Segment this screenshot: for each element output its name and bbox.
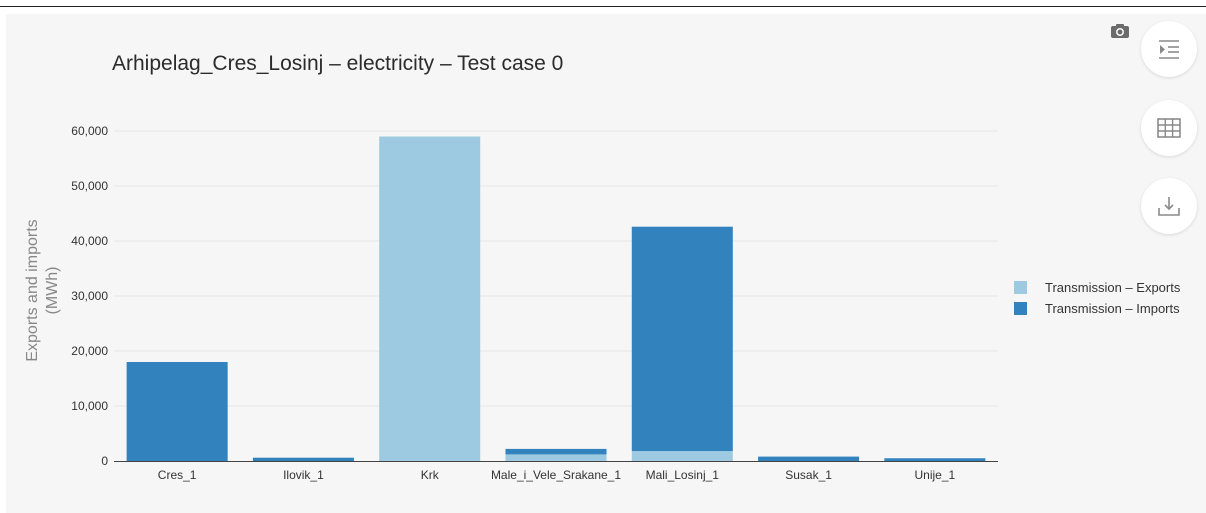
legend-label-imports: Transmission – Imports: [1045, 301, 1180, 316]
download-button[interactable]: [1141, 178, 1197, 234]
y-tick-label: 10,000: [71, 399, 108, 413]
y-tick-label: 40,000: [71, 234, 108, 248]
legend-item-imports[interactable]: Transmission – Imports: [1014, 298, 1180, 319]
y-tick-label: 30,000: [71, 289, 108, 303]
x-tick-label: Cres_1: [158, 468, 197, 482]
bar-imports[interactable]: [884, 458, 986, 461]
table-grid-icon: [1157, 118, 1181, 138]
bar-imports[interactable]: [505, 448, 607, 455]
bar-exports[interactable]: [505, 454, 607, 461]
legend: Transmission – Exports Transmission – Im…: [1014, 277, 1180, 319]
bar-imports[interactable]: [758, 456, 860, 461]
y-axis-title: Exports and imports (MWh): [24, 219, 61, 361]
y-axis-title-line: Exports and imports: [24, 219, 41, 361]
x-tick-label: Krk: [421, 468, 440, 482]
y-tick-label: 60,000: [71, 124, 108, 138]
legend-item-exports[interactable]: Transmission – Exports: [1014, 277, 1180, 298]
bar-imports[interactable]: [631, 226, 733, 452]
legend-swatch-imports: [1014, 302, 1027, 315]
legend-swatch-exports: [1014, 281, 1027, 294]
download-icon: [1158, 197, 1180, 216]
x-tick-label: Ilovik_1: [283, 468, 324, 482]
x-tick-label: Susak_1: [785, 468, 832, 482]
y-tick-label: 20,000: [71, 344, 108, 358]
bar-exports[interactable]: [631, 451, 733, 461]
bar-imports[interactable]: [126, 362, 228, 461]
y-tick-label: 50,000: [71, 179, 108, 193]
indent-list-icon: [1159, 40, 1179, 59]
x-tick-label: Male_i_Vele_Srakane_1: [491, 468, 621, 482]
chart-title: Arhipelag_Cres_Losinj – electricity – Te…: [112, 52, 564, 75]
y-axis-title-line: (MWh): [44, 267, 61, 315]
x-tick-label: Mali_Losinj_1: [646, 468, 720, 482]
y-tick-label: 0: [101, 454, 108, 468]
bar-imports[interactable]: [252, 457, 354, 461]
x-tick-label: Unije_1: [915, 468, 956, 482]
top-rule: [0, 6, 1206, 7]
bar-exports[interactable]: [379, 136, 481, 462]
menu-button[interactable]: [1141, 21, 1197, 77]
legend-label-exports: Transmission – Exports: [1045, 280, 1181, 295]
camera-icon[interactable]: [1110, 23, 1130, 39]
table-button[interactable]: [1141, 100, 1197, 156]
